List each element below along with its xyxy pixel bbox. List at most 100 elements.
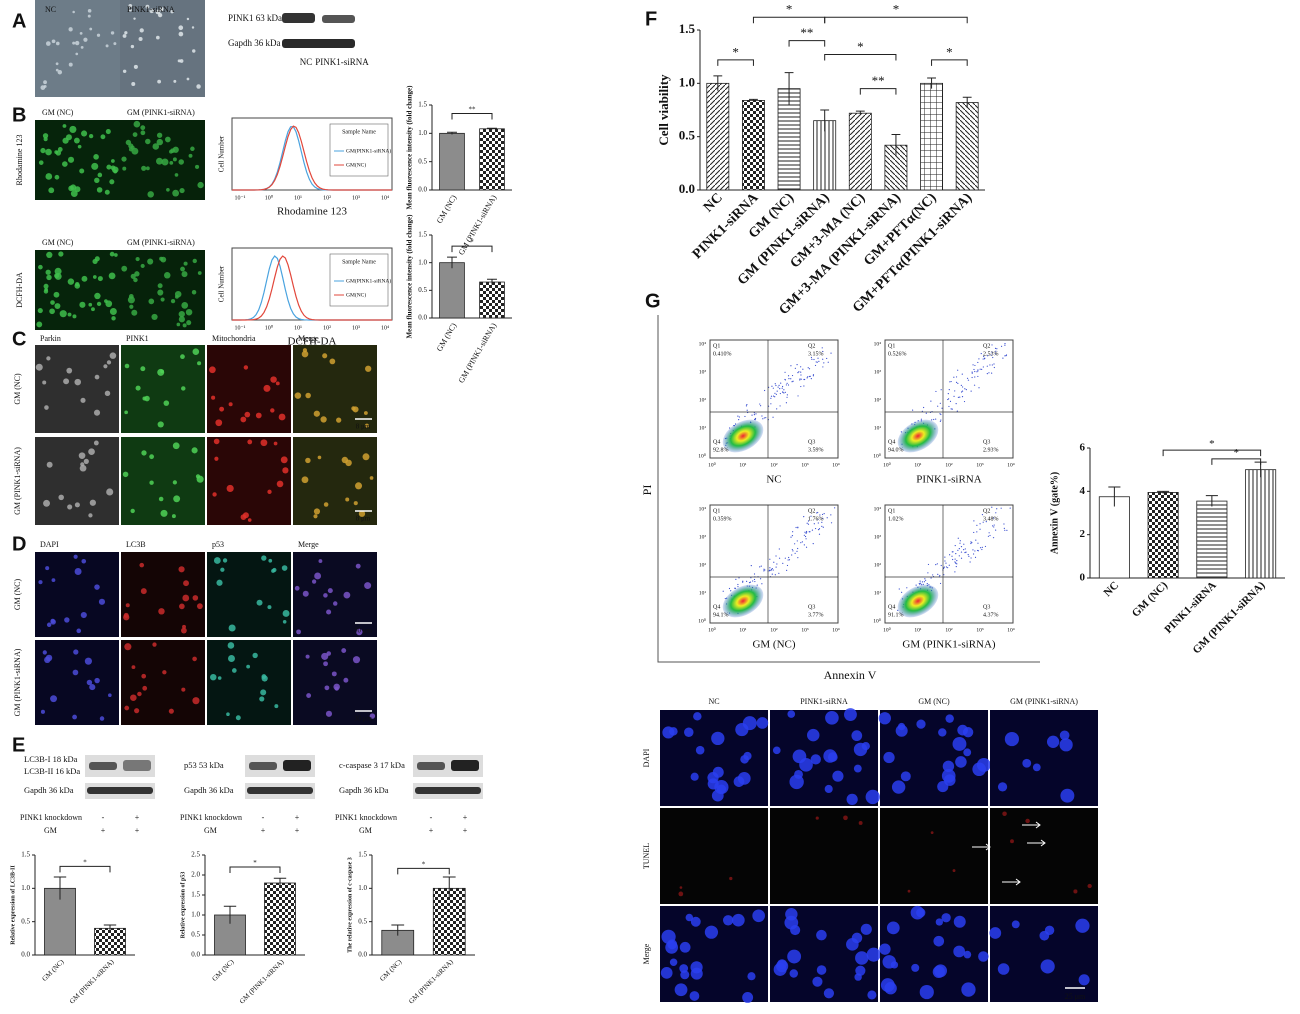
flow-event <box>744 415 746 418</box>
flow-event <box>957 549 959 551</box>
cell <box>148 298 155 305</box>
cell <box>729 876 733 881</box>
cell <box>129 304 134 309</box>
flow-event <box>954 562 957 564</box>
quadrant-label: Q3 <box>808 439 815 445</box>
quadrant-label: Q3 <box>808 604 815 610</box>
flow-event <box>808 368 811 370</box>
flow-event <box>786 382 788 384</box>
cell <box>68 185 74 192</box>
cell <box>191 290 197 295</box>
flow-event <box>746 409 748 411</box>
cell <box>97 172 103 178</box>
bar <box>920 82 944 191</box>
flow-event <box>964 551 966 554</box>
cell <box>661 929 676 944</box>
flow-event <box>818 528 821 530</box>
cell <box>261 674 267 680</box>
cell <box>192 656 197 662</box>
flow-event <box>986 372 988 375</box>
cell <box>210 673 217 681</box>
flow-tick-label: 10⁴ <box>874 506 882 512</box>
cell <box>247 518 252 522</box>
significance-bracket <box>1211 458 1262 465</box>
cell <box>62 124 67 128</box>
cell <box>137 691 142 697</box>
cell <box>157 283 163 289</box>
row-label: GM (NC) <box>13 373 22 405</box>
flow-event <box>980 352 982 355</box>
flow-event <box>785 384 787 386</box>
y-tick-label: 1.5 <box>21 851 30 859</box>
flow-event <box>775 566 777 568</box>
flow-tick-label: 10² <box>945 627 953 633</box>
flow-event <box>775 393 777 395</box>
lane-label: NC <box>300 57 313 67</box>
cell <box>320 416 327 423</box>
cell <box>109 179 115 185</box>
cell <box>89 684 96 691</box>
cell <box>51 39 56 44</box>
flow-event <box>805 531 808 533</box>
flow-tick-label: 10³ <box>874 369 882 375</box>
cell <box>76 628 82 634</box>
scale-label: 30 μm <box>354 627 373 635</box>
flow-event <box>932 574 934 576</box>
condition-label: PINK1 knockdown <box>20 813 82 822</box>
flow-event <box>939 420 941 422</box>
cell <box>166 187 170 192</box>
error-bar <box>1108 486 1121 507</box>
cell <box>305 457 311 464</box>
cell <box>140 125 146 131</box>
cell <box>44 287 48 292</box>
arrow <box>1002 878 1021 886</box>
flow-event <box>941 407 943 409</box>
significance-bracket <box>451 245 493 253</box>
flow-event <box>821 513 824 516</box>
flow-event <box>774 396 776 398</box>
cell <box>305 654 310 659</box>
cell <box>45 148 52 156</box>
cell <box>281 565 288 571</box>
cell <box>365 365 372 372</box>
flow-event <box>821 525 823 527</box>
cell <box>789 969 798 978</box>
panel-letter: F <box>645 8 657 30</box>
flow-event <box>944 560 946 562</box>
blot-label: c-caspase 3 17 kDa <box>339 760 405 770</box>
cell <box>341 456 349 464</box>
flow-tick-label: 10⁰ <box>708 461 717 468</box>
flow-event <box>763 570 765 572</box>
cell <box>989 927 1002 939</box>
histogram-tick-label: 10⁴ <box>381 325 389 331</box>
flow-event <box>823 362 825 364</box>
flow-event <box>737 586 739 588</box>
cell <box>164 136 171 143</box>
cell <box>684 727 694 737</box>
cell <box>825 711 839 725</box>
flow-event <box>959 540 961 542</box>
error-bar <box>391 924 405 936</box>
flow-event <box>976 371 978 373</box>
flow-event <box>745 405 748 407</box>
flow-event <box>961 390 964 392</box>
flow-event <box>774 392 776 394</box>
flow-event <box>912 409 914 411</box>
y-tick-label: 2.0 <box>191 871 200 879</box>
cell <box>963 950 972 959</box>
y-tick-label: 1.0 <box>679 74 695 89</box>
blot-band <box>451 760 479 771</box>
cell <box>141 450 147 456</box>
cell <box>157 421 164 428</box>
cell <box>323 593 328 598</box>
cell <box>329 358 336 365</box>
cell <box>220 567 225 572</box>
cell <box>128 8 132 12</box>
cell <box>844 708 857 721</box>
cell <box>313 508 321 515</box>
cell <box>341 648 347 654</box>
flow-event <box>830 522 833 524</box>
flow-event <box>803 534 805 536</box>
flow-event <box>737 583 739 586</box>
cell <box>270 408 275 413</box>
